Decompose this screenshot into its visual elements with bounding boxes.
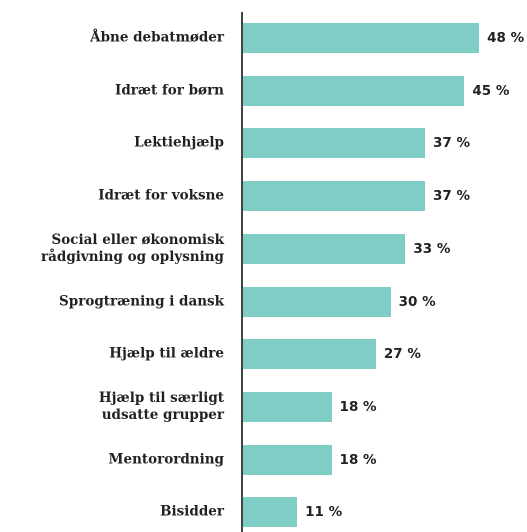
category-label: Idræt for børn bbox=[115, 82, 224, 99]
category-label: Sprogtræning i dansk bbox=[59, 293, 224, 309]
value-label: 27 % bbox=[383, 346, 421, 363]
bar bbox=[243, 233, 406, 264]
bar bbox=[243, 286, 391, 317]
category-label: Social eller økonomisk rådgivning og opl… bbox=[41, 231, 224, 265]
value-label: 48 % bbox=[487, 30, 525, 46]
category-label: Idræt for voksne bbox=[98, 187, 224, 204]
value-label: 30 % bbox=[398, 293, 436, 310]
category-label: Hjælp til ældre bbox=[109, 345, 224, 362]
bar bbox=[243, 444, 332, 475]
bar bbox=[243, 391, 332, 422]
value-label: 18 % bbox=[339, 451, 377, 468]
category-label: Bisidder bbox=[160, 503, 224, 520]
value-label: 37 % bbox=[433, 188, 471, 205]
category-label: Hjælp til særligt udsatte grupper bbox=[98, 389, 224, 423]
bar bbox=[243, 181, 426, 212]
bar bbox=[243, 339, 376, 370]
value-label: 45 % bbox=[472, 82, 510, 99]
value-label: 11 % bbox=[305, 504, 343, 521]
category-label: Åbne debatmøder bbox=[90, 29, 224, 46]
bar bbox=[243, 23, 480, 53]
value-label: 37 % bbox=[433, 135, 471, 152]
bar bbox=[243, 128, 426, 159]
bar bbox=[243, 497, 298, 528]
bar bbox=[243, 75, 465, 106]
value-label: 18 % bbox=[339, 398, 377, 415]
axis-line bbox=[241, 12, 243, 532]
value-label: 33 % bbox=[413, 240, 451, 257]
category-label: Lektiehjælp bbox=[134, 134, 224, 151]
category-label: Mentorordning bbox=[108, 451, 224, 468]
